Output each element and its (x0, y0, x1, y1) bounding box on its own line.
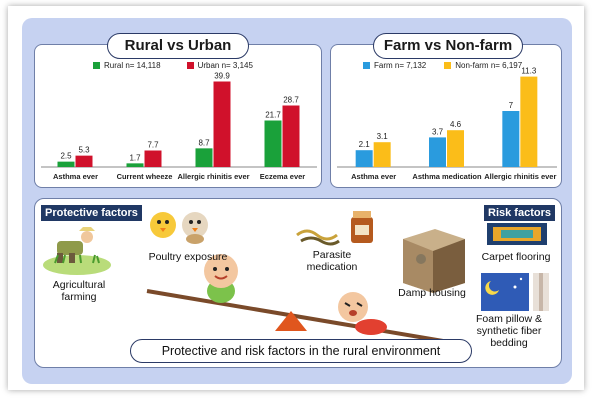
data-label-allergic-rhinitis-ever-series-0: 7 (509, 101, 514, 110)
rural-urban-panel: Rural vs Urban Rural n= 14,118 Urban n= … (34, 33, 322, 188)
category-label-asthma-ever: Asthma ever (53, 172, 98, 181)
farm-title: Farm vs Non-farm (373, 33, 523, 59)
bedding-illustration (481, 273, 549, 311)
carpet-illustration (487, 223, 547, 245)
data-label-asthma-medication-series-1: 4.6 (450, 120, 462, 129)
factors-illustration (43, 211, 549, 343)
farm-panel: Farm vs Non-farm Farm n= 7,132 Non-farm … (330, 33, 562, 188)
bar-asthma-medication-series-1 (447, 130, 464, 167)
legend-label-urban: Urban n= 3,145 (197, 61, 253, 70)
data-label-asthma-ever-series-0: 2.1 (359, 140, 371, 149)
bar-asthma-ever-series-1 (75, 155, 93, 167)
data-label-current-wheeze-series-0: 1.7 (129, 153, 141, 162)
bar-current-wheeze-series-0 (126, 163, 144, 167)
poultry-illustration (150, 212, 208, 244)
bar-allergic-rhinitis-ever-series-0 (502, 111, 520, 167)
legend-swatch-nonfarm (444, 62, 452, 69)
rural-urban-title: Rural vs Urban (107, 33, 249, 59)
legend-label-farm: Farm n= 7,132 (374, 61, 427, 70)
data-label-asthma-medication-series-0: 3.7 (432, 127, 444, 136)
data-label-eczema-ever-series-0: 21.7 (265, 111, 281, 120)
bar-allergic-rhinitis-ever-series-1 (520, 76, 538, 167)
seesaw-illustration (146, 289, 444, 343)
category-label-allergic-rhinitis-ever: Allergic rhinitis ever (484, 172, 556, 181)
bar-asthma-ever-series-1 (373, 142, 391, 167)
bar-allergic-rhinitis-ever-series-1 (213, 81, 231, 167)
category-label-allergic-rhinitis-ever: Allergic rhinitis ever (177, 172, 249, 181)
rural-urban-chart: 2.5 5.3 Asthma ever 1.7 7.7 Current wheeze 8.7… (41, 72, 317, 181)
parasite-illustration (296, 211, 373, 246)
rural-urban-legend: Rural n= 14,118 Urban n= 3,145 (93, 61, 253, 70)
protective-factors-label: Protective factors (41, 205, 142, 221)
bar-eczema-ever-series-0 (264, 120, 282, 167)
category-label-eczema-ever: Eczema ever (260, 172, 306, 181)
legend-swatch-urban (186, 62, 194, 69)
farm-legend: Farm n= 7,132 Non-farm n= 6,197 (363, 61, 522, 70)
environment-title: Protective and risk factors in the rural… (130, 339, 472, 363)
bar-allergic-rhinitis-ever-series-0 (195, 148, 213, 167)
bar-asthma-ever-series-0 (57, 161, 75, 167)
carpet-flooring-caption: Carpet flooring (481, 251, 551, 263)
legend-swatch-rural (93, 62, 100, 69)
data-label-asthma-ever-series-1: 3.1 (377, 132, 389, 141)
data-label-eczema-ever-series-1: 28.7 (283, 96, 299, 105)
risk-factors-label: Risk factors (484, 205, 555, 221)
poultry-exposure-caption: Poultry exposure (148, 251, 228, 263)
bar-current-wheeze-series-1 (144, 150, 162, 167)
bar-asthma-ever-series-0 (355, 150, 373, 167)
category-label-asthma-medication: Asthma medication (412, 172, 482, 181)
crying-baby-illustration (338, 292, 387, 335)
category-label-current-wheeze: Current wheeze (117, 172, 173, 181)
data-label-current-wheeze-series-1: 7.7 (147, 141, 159, 150)
data-label-allergic-rhinitis-ever-series-1: 11.3 (521, 67, 537, 76)
bar-asthma-medication-series-0 (429, 137, 446, 167)
parasite-medication-caption: Parasite medication (306, 249, 358, 273)
data-label-asthma-ever-series-1: 5.3 (78, 146, 90, 155)
legend-swatch-farm (363, 62, 370, 69)
damp-housing-illustration (403, 229, 465, 293)
farm-chart: 2.1 3.1 Asthma ever 3.7 4.6 Asthma medication… (337, 67, 557, 181)
agricultural-farming-caption: Agricultural farming (52, 279, 106, 303)
bar-eczema-ever-series-1 (282, 105, 300, 167)
data-label-allergic-rhinitis-ever-series-1: 39.9 (214, 72, 230, 81)
legend-label-nonfarm: Non-farm n= 6,197 (455, 61, 523, 70)
happy-baby-illustration (204, 254, 238, 303)
legend-label-rural: Rural n= 14,118 (104, 61, 161, 70)
category-label-asthma-ever: Asthma ever (351, 172, 396, 181)
damp-housing-caption: Damp housing (398, 287, 466, 299)
data-label-allergic-rhinitis-ever-series-0: 8.7 (198, 138, 210, 147)
foam-pillow-caption: Foam pillow & synthetic fiber bedding (476, 313, 542, 349)
farmer-illustration (43, 227, 111, 275)
data-label-asthma-ever-series-0: 2.5 (60, 152, 72, 161)
